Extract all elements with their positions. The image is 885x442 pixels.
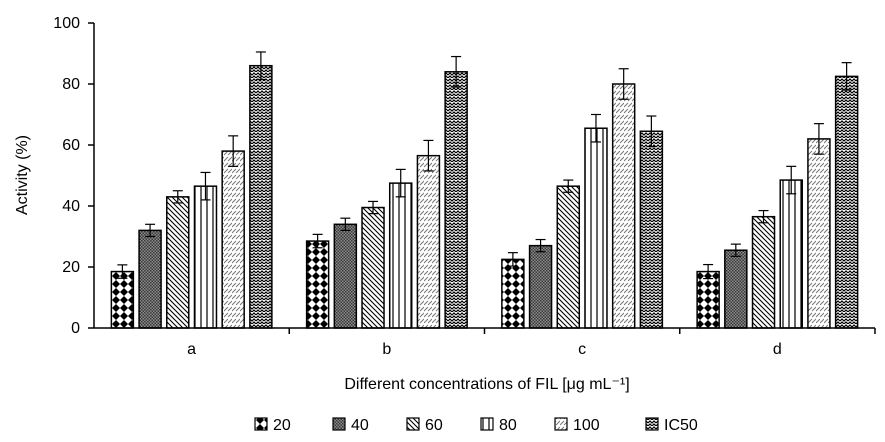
y-axis-label: Activity (%) xyxy=(14,135,31,215)
bar xyxy=(416,154,441,329)
x-tick-label: c xyxy=(578,341,586,358)
bar xyxy=(639,130,664,329)
bar xyxy=(249,64,273,329)
bar xyxy=(305,240,330,329)
legend-label: IC50 xyxy=(664,417,698,434)
legend-label: 40 xyxy=(351,417,369,434)
legend-label: 20 xyxy=(273,417,291,434)
bar xyxy=(388,182,413,329)
legend-swatch xyxy=(554,417,568,431)
legend-label: 100 xyxy=(573,417,600,434)
bar xyxy=(110,270,135,329)
bar xyxy=(724,249,748,329)
y-tick-label: 0 xyxy=(71,320,80,337)
bar xyxy=(138,229,162,329)
legend-swatch xyxy=(332,417,346,431)
bar xyxy=(501,258,525,329)
legend-swatch xyxy=(645,417,659,431)
legend-swatch xyxy=(406,417,420,431)
x-axis-label: Different concentrations of FIL [μg mL⁻¹… xyxy=(344,376,629,393)
x-tick-label: b xyxy=(382,341,391,358)
y-tick-label: 20 xyxy=(62,259,80,276)
bar xyxy=(166,196,190,329)
bar xyxy=(333,223,358,329)
legend: 20 40 60 80 100 IC50 xyxy=(254,417,698,434)
bars-layer xyxy=(110,51,859,329)
x-tick-label: a xyxy=(187,341,196,358)
bar xyxy=(361,206,385,329)
y-tick-label: 100 xyxy=(53,15,80,32)
bar xyxy=(193,185,218,329)
bar xyxy=(807,138,831,329)
y-tick-label: 60 xyxy=(62,137,80,154)
legend-label: 60 xyxy=(425,417,443,434)
y-tick-label: 80 xyxy=(62,76,80,93)
bar xyxy=(751,215,776,329)
bar xyxy=(556,185,581,329)
legend-swatch xyxy=(480,417,494,431)
y-tick-label: 40 xyxy=(62,198,80,215)
bar xyxy=(584,127,608,329)
legend-swatch xyxy=(254,417,268,431)
bar xyxy=(528,244,553,329)
bar xyxy=(696,270,720,329)
bar xyxy=(444,71,468,329)
bar xyxy=(221,150,245,329)
bar xyxy=(779,179,803,329)
axes-layer: 0 20 40 60 80 100 a b c d xyxy=(53,15,876,358)
x-tick-label: d xyxy=(773,341,782,358)
bar xyxy=(611,83,636,329)
bar xyxy=(834,75,859,329)
legend-label: 80 xyxy=(499,417,517,434)
